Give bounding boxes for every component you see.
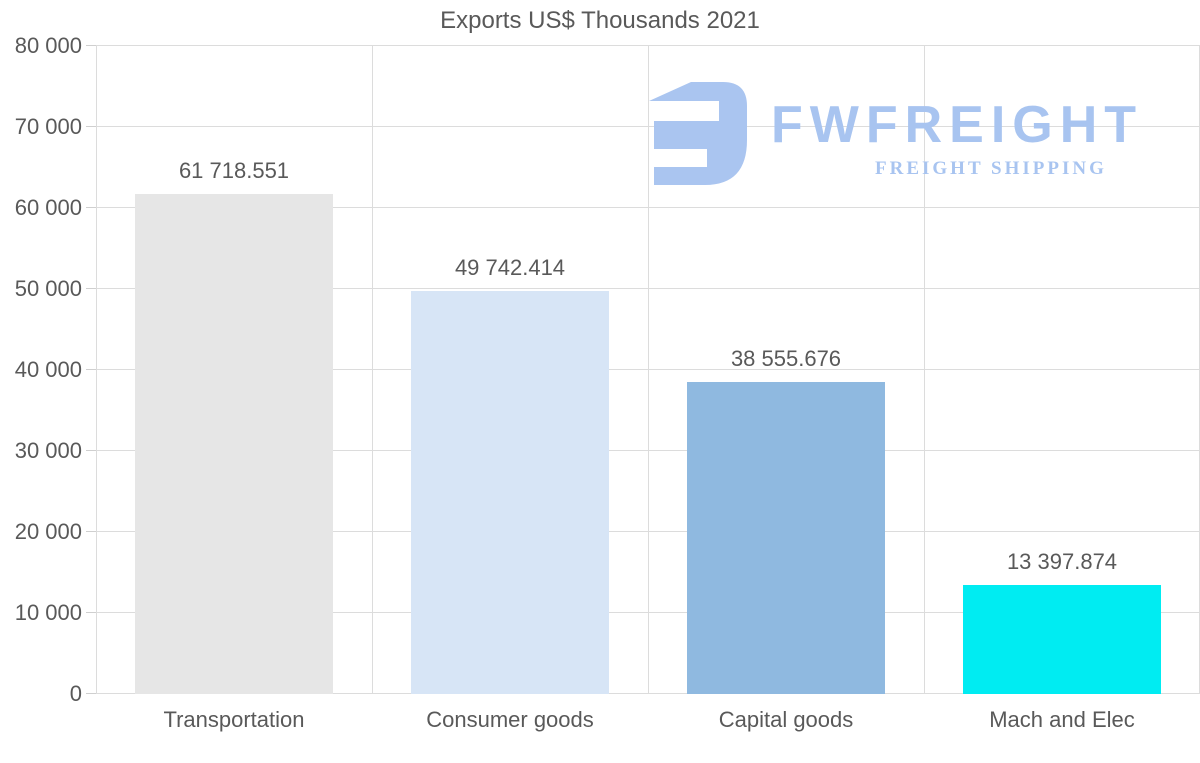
- bar-mach-and-elec: [963, 585, 1161, 694]
- y-tick-label: 50 000: [14, 276, 82, 301]
- x-category-label: Capital goods: [718, 707, 854, 732]
- y-tick-mark: [86, 126, 96, 127]
- bar-transportation: [135, 194, 333, 694]
- y-tick-label: 10 000: [14, 600, 82, 625]
- y-tick-label: 40 000: [14, 357, 82, 382]
- y-tick-mark: [86, 45, 96, 46]
- v-gridline: [924, 46, 925, 694]
- y-tick-label: 70 000: [14, 114, 82, 139]
- watermark-brand-text: FWFREIGHT: [771, 96, 1144, 154]
- x-category-label: Consumer goods: [426, 707, 594, 732]
- watermark-tagline-text: FREIGHT SHIPPING: [875, 158, 1107, 179]
- bar-value-label: 38 555.676: [730, 345, 842, 371]
- bar-capital-goods: [687, 381, 885, 694]
- y-tick-label: 30 000: [14, 438, 82, 463]
- v-gridline: [372, 46, 373, 694]
- y-tick-label: 20 000: [14, 519, 82, 544]
- bar-consumer-goods: [411, 291, 609, 694]
- chart-title: Exports US$ Thousands 2021: [440, 7, 760, 34]
- fwfreight-logo-icon: [649, 82, 747, 185]
- y-tick-label: 0: [69, 681, 82, 706]
- y-tick-mark: [86, 693, 96, 694]
- y-tick-label: 80 000: [14, 33, 82, 58]
- x-category-label: Transportation: [163, 707, 305, 732]
- bar-value-label: 61 718.551: [178, 158, 290, 184]
- y-tick-mark: [86, 207, 96, 208]
- h-gridline: [96, 45, 1200, 46]
- v-gridline: [648, 46, 649, 694]
- y-tick-mark: [86, 612, 96, 613]
- bar-value-label: 49 742.414: [454, 255, 566, 281]
- watermark-logo: FWFREIGHT FREIGHT SHIPPING: [647, 70, 1157, 190]
- y-tick-mark: [86, 450, 96, 451]
- v-gridline: [96, 46, 97, 694]
- y-tick-mark: [86, 531, 96, 532]
- y-tick-label: 60 000: [14, 195, 82, 220]
- bar-value-label: 13 397.874: [1006, 549, 1118, 575]
- y-tick-mark: [86, 369, 96, 370]
- x-category-label: Mach and Elec: [989, 707, 1135, 732]
- y-tick-mark: [86, 288, 96, 289]
- plot-area: 0 10 000 20 000 30 000 40 000 50 000 60 000 70 …: [15, 33, 1200, 732]
